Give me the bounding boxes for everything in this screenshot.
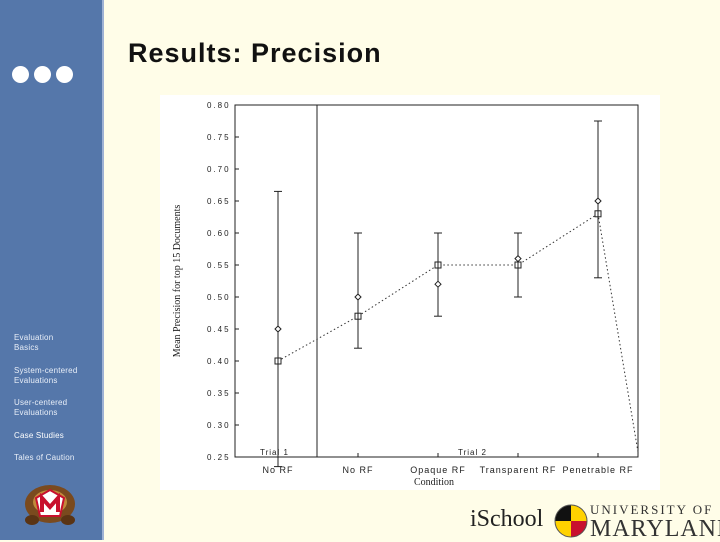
sidebar-divider	[102, 0, 104, 540]
sidebar-item-system-centered[interactable]: System-centered Evaluations	[14, 366, 78, 385]
y-tick-label: 0.30	[207, 421, 231, 430]
y-tick-label: 0.35	[207, 389, 231, 398]
mean-marker	[594, 197, 602, 205]
y-tick-label: 0.40	[207, 357, 231, 366]
fit-line-tail	[597, 213, 639, 453]
y-tick-label: 0.75	[207, 133, 231, 142]
x-tick-label: No RF	[342, 465, 373, 475]
x-tick-label: No RF	[262, 465, 293, 475]
x-tick-label: Transparent RF	[480, 465, 557, 475]
umd-top-text: UNIVERSITY OF	[590, 502, 714, 517]
terrapin-mascot-logo	[25, 485, 75, 525]
dot-icon	[34, 66, 51, 83]
maryland-flag-icon	[554, 504, 588, 538]
dot-icon	[56, 66, 73, 83]
plot-frame	[234, 104, 639, 458]
umd-bottom-text: MARYLAND	[590, 516, 720, 542]
sidebar-item-user-centered[interactable]: User-centered Evaluations	[14, 398, 68, 417]
y-axis-label: Mean Precision for top 15 Documents	[172, 205, 183, 358]
sidebar-item-tales-of-caution[interactable]: Tales of Caution	[14, 453, 75, 462]
sidebar-item-case-studies[interactable]: Case Studies	[14, 431, 64, 440]
decorative-dots	[12, 66, 73, 83]
y-tick-label: 0.25	[207, 453, 231, 462]
sidebar-item-evaluation-basics[interactable]: Evaluation Basics	[14, 333, 54, 352]
y-tick-label: 0.65	[207, 197, 231, 206]
chart-background	[160, 95, 660, 490]
precision-chart: 0.80 0.75 0.70 0.65 0.60 0.55 0.50 0.45 0.40 0.35…	[160, 95, 660, 490]
fit-line	[277, 213, 599, 362]
mean-marker	[354, 293, 362, 301]
ischool-logo-text: iSchool	[470, 506, 544, 532]
y-tick-label: 0.55	[207, 261, 231, 270]
y-tick-label: 0.70	[207, 165, 231, 174]
trial-label: Trial 1	[260, 448, 289, 457]
mean-marker	[514, 254, 522, 263]
umd-logo: UNIVERSITY OF MARYLAND	[554, 502, 720, 542]
chart-svg: 0.80 0.75 0.70 0.65 0.60 0.55 0.50 0.45 0.40 0.35…	[160, 95, 660, 490]
trial-label: Trial 2	[458, 448, 487, 457]
y-tick-label: 0.50	[207, 293, 231, 302]
x-tick-label: Penetrable RF	[562, 465, 633, 475]
x-tick-label: Opaque RF	[410, 465, 466, 475]
slide-title: Results: Precision	[128, 38, 382, 68]
mean-marker	[434, 280, 442, 288]
y-tick-label: 0.45	[207, 325, 231, 334]
mean-marker	[274, 325, 282, 333]
y-tick-label: 0.80	[207, 101, 231, 110]
dot-icon	[12, 66, 29, 83]
y-tick-label: 0.60	[207, 229, 231, 238]
sidebar: Evaluation Basics System-centered Evalua…	[0, 0, 102, 540]
x-axis-label: Condition	[414, 477, 454, 488]
